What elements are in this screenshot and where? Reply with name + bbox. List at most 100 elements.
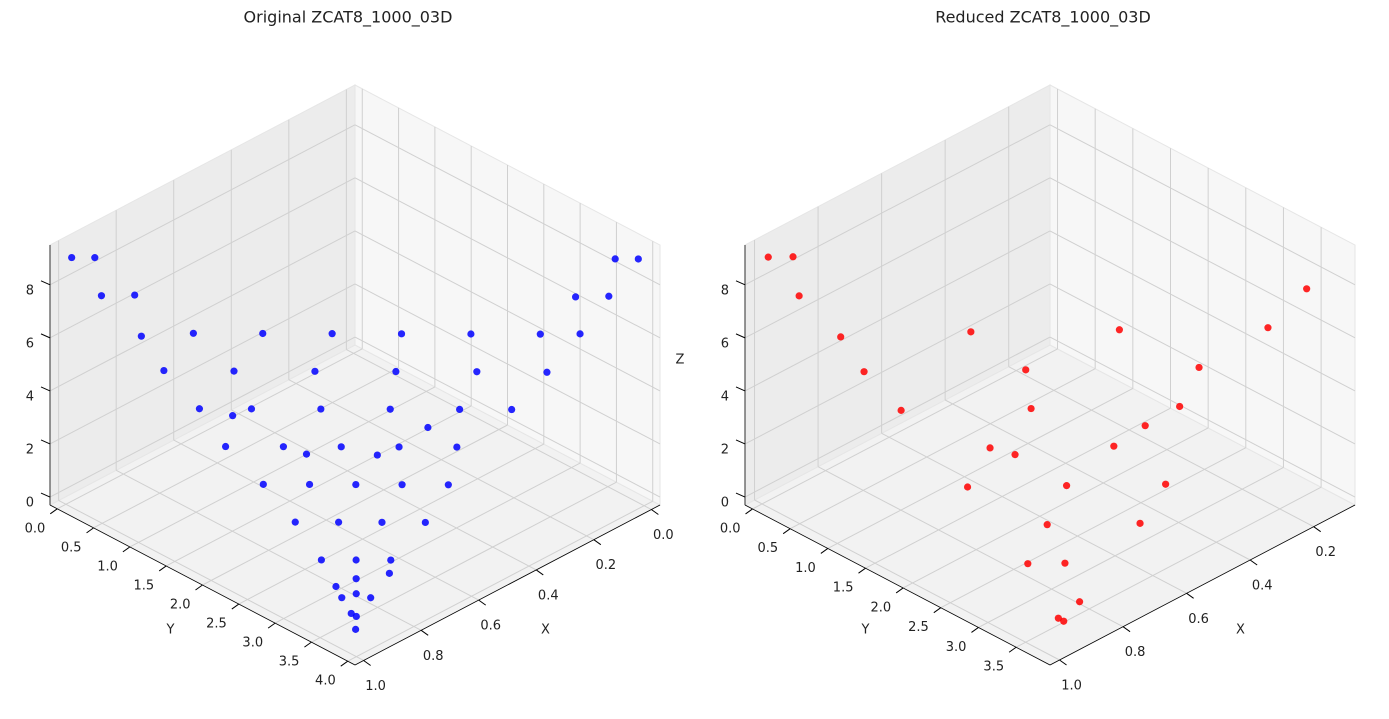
point <box>230 367 238 375</box>
point <box>189 329 197 337</box>
tick-mark <box>1008 646 1017 653</box>
point <box>1062 482 1071 490</box>
point <box>1027 404 1035 413</box>
point <box>317 405 325 413</box>
tick-mark <box>1059 659 1067 666</box>
grid-line <box>49 177 356 339</box>
chart-title: Original ZCAT8_1000_03D <box>244 8 453 28</box>
tick-mark <box>122 546 131 553</box>
grid-line <box>354 230 661 392</box>
z-tick-label: 8 <box>721 283 729 298</box>
grid-line <box>902 427 1209 589</box>
grid-line <box>944 399 1251 561</box>
point <box>392 367 400 376</box>
grid-line <box>1049 177 1356 339</box>
point <box>1024 560 1032 568</box>
tick-mark <box>593 539 602 546</box>
point <box>332 582 340 591</box>
x-tick-label: 1.0 <box>1061 679 1082 694</box>
point <box>337 443 345 451</box>
y-tick-label: 0.5 <box>61 540 82 555</box>
point <box>352 575 360 583</box>
point <box>424 423 432 432</box>
y-tick-label: 0.5 <box>757 541 778 556</box>
point <box>279 443 288 451</box>
point <box>385 569 393 577</box>
point <box>259 480 267 488</box>
grid-line <box>865 407 1171 569</box>
point <box>536 330 544 338</box>
tick-mark <box>820 548 829 554</box>
grid-line <box>744 177 1051 339</box>
point <box>397 330 406 338</box>
tick-mark <box>49 508 58 515</box>
x-tick-label: 0.8 <box>423 649 444 664</box>
grid-line <box>238 443 545 605</box>
point <box>576 330 584 338</box>
point <box>1303 285 1311 293</box>
y-tick-label: 3.0 <box>946 640 967 655</box>
tick-mark <box>40 386 51 392</box>
y-tick-label: 3.5 <box>279 655 300 670</box>
axis-line <box>354 504 661 666</box>
tick-mark <box>735 386 746 392</box>
x-tick-label: 0.6 <box>1188 612 1209 627</box>
tick-mark <box>1249 559 1258 566</box>
tick-mark <box>231 603 240 610</box>
axis-line <box>744 504 1051 666</box>
tick-mark <box>363 660 371 666</box>
point <box>421 518 429 527</box>
point <box>317 556 326 564</box>
point <box>860 368 868 376</box>
axis-line <box>49 504 356 666</box>
point <box>373 451 381 459</box>
x-tick-label: 0.2 <box>1315 545 1336 560</box>
point <box>367 594 375 602</box>
grid-line <box>165 405 472 567</box>
z-tick-label: 0 <box>26 496 34 511</box>
tick-mark <box>735 439 746 445</box>
point <box>386 405 394 413</box>
point <box>897 406 905 414</box>
grid-line <box>49 283 356 445</box>
point <box>1054 614 1062 622</box>
y-tick-label: 3.5 <box>983 660 1004 675</box>
point <box>1043 521 1051 529</box>
point <box>571 293 580 301</box>
x-tick-label: 0.4 <box>1252 579 1273 594</box>
y-tick-label: 3.0 <box>242 636 263 651</box>
tick-mark <box>895 587 904 594</box>
y-axis-label: Y <box>166 623 175 638</box>
point <box>335 518 343 526</box>
z-tick-label: 0 <box>721 496 729 511</box>
tick-mark <box>340 660 349 667</box>
y-axis-label: Y <box>861 623 870 638</box>
tick-mark <box>267 622 276 629</box>
axis-line <box>1049 504 1356 666</box>
y-tick-label: 2.5 <box>206 617 227 632</box>
point <box>1022 366 1030 374</box>
tick-mark <box>420 629 429 636</box>
point <box>1195 363 1203 372</box>
y-tick-label: 1.0 <box>97 559 118 574</box>
grid-line <box>354 124 661 286</box>
z-tick-label: 8 <box>26 283 34 298</box>
point <box>131 291 139 299</box>
x-tick-label: 0.2 <box>595 558 616 573</box>
point <box>1141 422 1149 430</box>
point <box>1176 402 1184 411</box>
tick-mark <box>735 280 746 286</box>
y-tick-label: 0.0 <box>720 521 741 536</box>
grid-line <box>311 481 617 643</box>
point <box>247 405 256 413</box>
tick-mark <box>858 567 866 574</box>
tick-mark <box>195 584 203 591</box>
grid-line <box>1049 124 1356 286</box>
tick-mark <box>304 641 312 648</box>
point <box>305 480 314 489</box>
grid-line <box>978 467 1284 628</box>
point <box>91 254 99 262</box>
point <box>259 329 267 338</box>
point <box>1264 324 1272 332</box>
